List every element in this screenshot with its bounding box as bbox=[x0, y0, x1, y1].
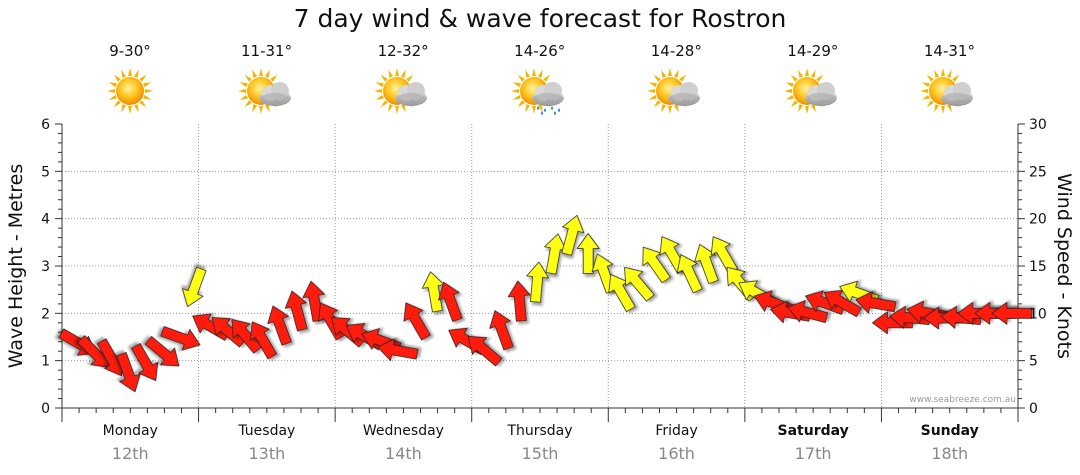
wind-arrow bbox=[231, 318, 262, 354]
partly-cloudy-icon bbox=[375, 68, 428, 114]
wind-arrow bbox=[160, 326, 201, 351]
day-date-label: 17th bbox=[795, 444, 832, 463]
day-name-label: Tuesday bbox=[237, 423, 295, 439]
y-right-tick-label: 0 bbox=[1029, 401, 1038, 417]
y-axis-left-title: Wave Height - Metres bbox=[5, 164, 27, 368]
day-name-label: Saturday bbox=[778, 423, 849, 439]
day-date-label: 16th bbox=[658, 444, 695, 463]
day-name-label: Sunday bbox=[921, 423, 979, 439]
y-left-tick-label: 1 bbox=[41, 354, 50, 370]
partly-cloudy-icon bbox=[238, 68, 291, 114]
temperature-range: 14-26° bbox=[514, 42, 566, 60]
wind-arrow bbox=[116, 352, 141, 393]
y-left-tick-label: 5 bbox=[41, 164, 50, 180]
wind-arrow bbox=[331, 317, 366, 348]
y-right-tick-label: 5 bbox=[1029, 354, 1038, 370]
day-header: 14-31° bbox=[881, 42, 1017, 116]
wind-arrow bbox=[576, 233, 600, 274]
sunny-icon bbox=[107, 68, 153, 114]
y-left-tick-label: 3 bbox=[41, 259, 50, 275]
temperature-range: 11-31° bbox=[241, 42, 293, 60]
wind-arrow bbox=[467, 336, 503, 367]
wind-arrow bbox=[249, 321, 278, 360]
rain-icon bbox=[511, 68, 564, 115]
day-header: 14-29° bbox=[745, 42, 881, 116]
day-date-label: 12th bbox=[112, 444, 149, 463]
wind-arrow bbox=[823, 289, 862, 318]
wind-arrow bbox=[182, 266, 207, 307]
wind-arrow bbox=[676, 254, 703, 294]
day-header: 14-26° bbox=[472, 42, 608, 116]
wind-arrow bbox=[624, 266, 655, 302]
temperature-range: 12-32° bbox=[377, 42, 429, 60]
watermark: www.seabreeze.com.au bbox=[909, 395, 1016, 405]
temperature-range: 9-30° bbox=[109, 42, 151, 60]
chart-title: 7 day wind & wave forecast for Rostron bbox=[293, 4, 787, 33]
y-right-tick-label: 30 bbox=[1029, 117, 1047, 133]
day-header: 12-32° bbox=[335, 42, 471, 116]
day-header: 14-28° bbox=[608, 42, 744, 116]
wind-arrow bbox=[267, 305, 292, 346]
partly-cloudy-icon bbox=[784, 68, 837, 114]
day-name-label: Friday bbox=[655, 423, 697, 439]
wind-arrow bbox=[302, 280, 325, 322]
wind-arrow bbox=[131, 343, 159, 381]
partly-cloudy-icon bbox=[921, 68, 974, 114]
wind-arrow bbox=[211, 317, 247, 348]
y-right-tick-label: 15 bbox=[1029, 259, 1047, 275]
wind-arrow bbox=[507, 280, 531, 322]
temperature-range: 14-31° bbox=[923, 42, 975, 60]
wind-arrow bbox=[284, 290, 308, 332]
day-date-label: 14th bbox=[385, 444, 422, 463]
day-header: 9-30° bbox=[62, 42, 198, 116]
wind-arrow bbox=[805, 290, 846, 315]
wind-arrow bbox=[489, 310, 514, 351]
temperature-range: 14-29° bbox=[787, 42, 839, 60]
wind-arrow bbox=[787, 300, 829, 323]
wind-arrow bbox=[438, 281, 463, 322]
wind-arrow bbox=[855, 291, 897, 314]
day-date-label: 13th bbox=[248, 444, 285, 463]
wind-arrow bbox=[403, 302, 431, 341]
wind-arrow bbox=[377, 338, 419, 362]
y-left-tick-label: 4 bbox=[41, 212, 50, 228]
wind-arrow bbox=[526, 261, 549, 303]
day-name-label: Thursday bbox=[506, 423, 572, 439]
y-right-tick-label: 10 bbox=[1029, 306, 1047, 322]
wind-arrow bbox=[561, 214, 585, 256]
y-axis-right-title: Wind Speed - Knots bbox=[1053, 173, 1075, 359]
day-date-label: 18th bbox=[931, 444, 968, 463]
day-date-label: 15th bbox=[522, 444, 559, 463]
temperature-range: 14-28° bbox=[650, 42, 702, 60]
day-name-label: Wednesday bbox=[363, 423, 444, 439]
y-right-tick-label: 25 bbox=[1029, 164, 1047, 180]
wind-arrow bbox=[991, 301, 1033, 325]
day-name-label: Monday bbox=[103, 423, 158, 439]
wind-arrow bbox=[144, 336, 180, 367]
y-left-tick-label: 2 bbox=[41, 306, 50, 322]
partly-cloudy-icon bbox=[648, 68, 701, 114]
y-left-tick-label: 0 bbox=[41, 401, 50, 417]
y-left-tick-label: 6 bbox=[41, 117, 50, 133]
y-right-tick-label: 20 bbox=[1029, 212, 1047, 228]
day-header: 11-31° bbox=[199, 42, 335, 116]
